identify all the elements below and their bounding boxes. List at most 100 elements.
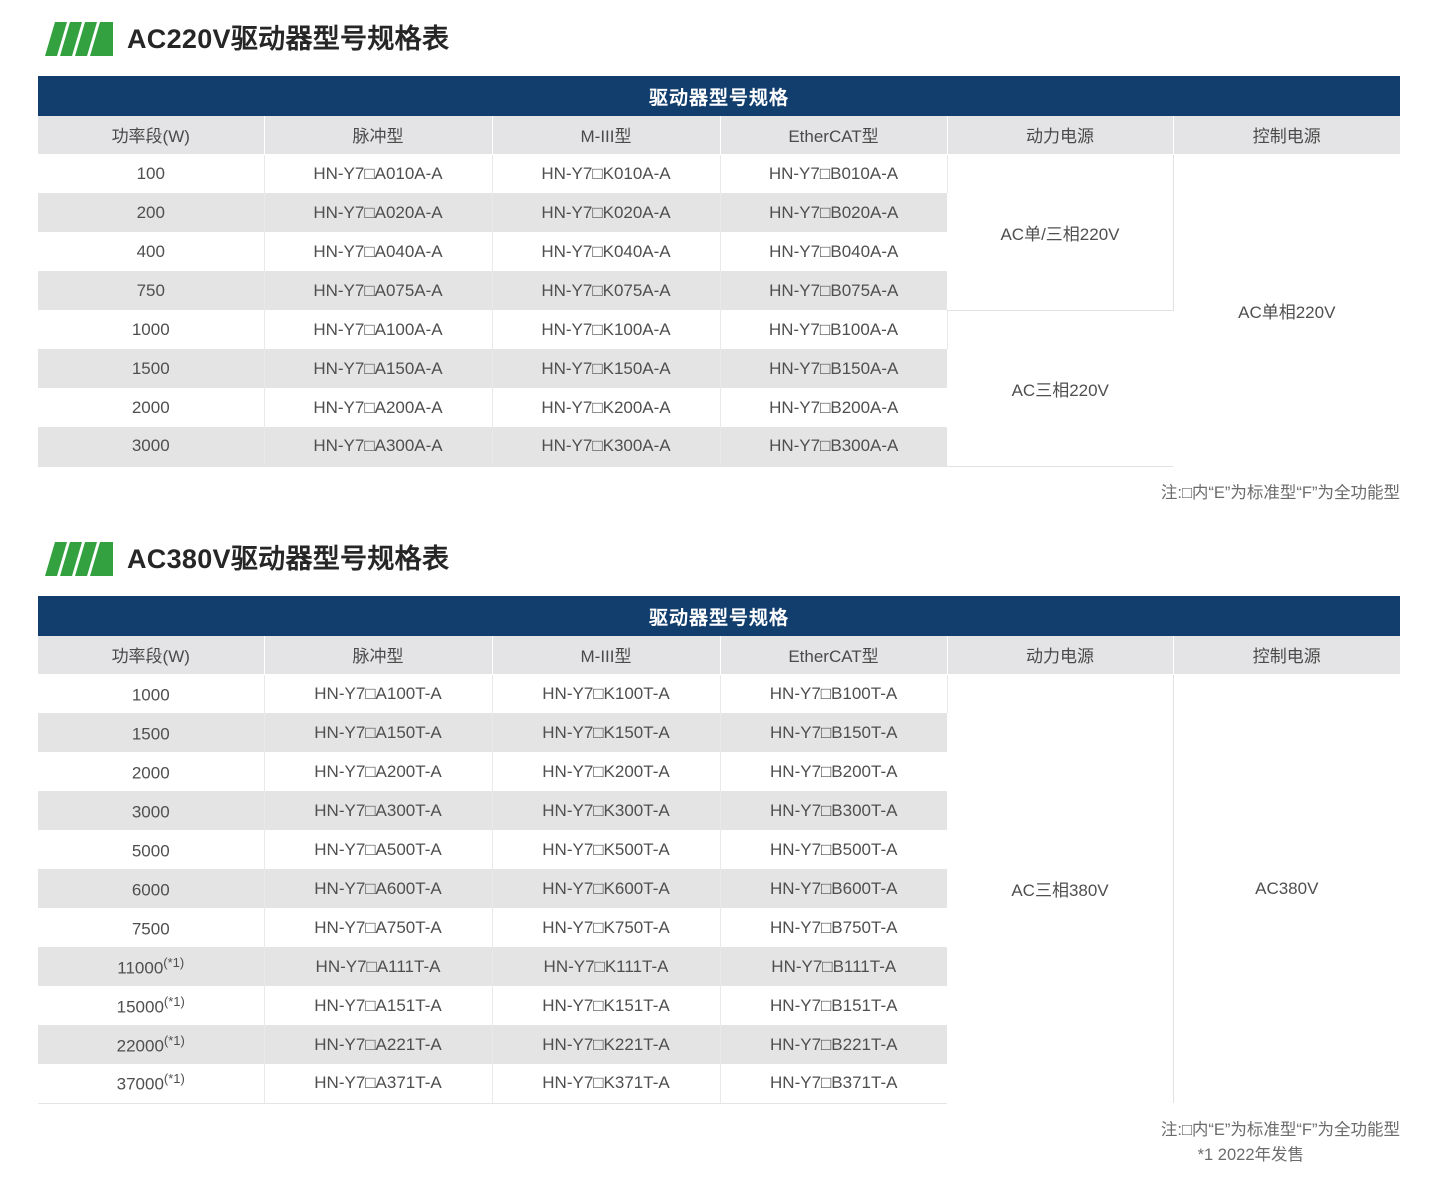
cell-pulse: HN-Y7□A150A-A bbox=[264, 349, 493, 388]
cell-power-value: 7500 bbox=[131, 919, 170, 939]
cell-power: 5000 bbox=[38, 830, 265, 870]
cell-ethercat: HN-Y7□B750T-A bbox=[720, 908, 947, 948]
cell-power-supply: AC三相380V bbox=[947, 674, 1174, 1104]
cell-miii: HN-Y7□K300T-A bbox=[492, 791, 721, 831]
table-row: 7500 HN-Y7□A750T-A HN-Y7□K750T-A HN-Y7□B… bbox=[38, 908, 1400, 948]
cell-miii: HN-Y7□K111T-A bbox=[492, 947, 721, 987]
cell-pulse: HN-Y7□A600T-A bbox=[264, 869, 493, 909]
cell-ethercat: HN-Y7□B020A-A bbox=[720, 193, 947, 232]
cell-pulse: HN-Y7□A500T-A bbox=[264, 830, 493, 870]
table-banner-row: 驱动器型号规格 bbox=[38, 76, 1401, 116]
section-title-ac380v: AC380V驱动器型号规格表 bbox=[45, 542, 1438, 577]
cell-miii: HN-Y7□K151T-A bbox=[492, 986, 721, 1026]
cell-pulse: HN-Y7□A151T-A bbox=[264, 986, 493, 1026]
column-header-pulse: 脉冲型 bbox=[264, 636, 493, 675]
cell-power: 1500 bbox=[38, 713, 265, 753]
table-body-ac380v: 1000 HN-Y7□A100T-A HN-Y7□K100T-A HN-Y7□B… bbox=[38, 674, 1401, 1104]
cell-power-value: 5000 bbox=[131, 841, 170, 861]
column-header-power-supply: 动力电源 bbox=[947, 636, 1174, 675]
cell-ethercat: HN-Y7□B111T-A bbox=[720, 947, 947, 987]
cell-miii: HN-Y7□K075A-A bbox=[492, 271, 721, 310]
cell-pulse: HN-Y7□A100T-A bbox=[264, 674, 493, 714]
table-row: 15000(*1) HN-Y7□A151T-A HN-Y7□K151T-A HN… bbox=[38, 986, 1400, 1026]
cell-pulse: HN-Y7□A010A-A bbox=[264, 154, 493, 193]
cell-miii: HN-Y7□K100A-A bbox=[492, 310, 721, 349]
table-row: 22000(*1) HN-Y7□A221T-A HN-Y7□K221T-A HN… bbox=[38, 1025, 1400, 1065]
cell-ethercat: HN-Y7□B221T-A bbox=[720, 1025, 947, 1065]
cell-power: 3000 bbox=[38, 791, 265, 831]
cell-miii: HN-Y7□K371T-A bbox=[492, 1064, 721, 1104]
cell-power-value: 1500 bbox=[131, 724, 170, 744]
cell-pulse: HN-Y7□A750T-A bbox=[264, 908, 493, 948]
cell-miii: HN-Y7□K040A-A bbox=[492, 232, 721, 271]
cell-ethercat: HN-Y7□B300T-A bbox=[720, 791, 947, 831]
note-line-1: 注:□内“E”为标准型“F”为全功能型 bbox=[1160, 483, 1400, 502]
table-body-ac220v: 100 HN-Y7□A010A-A HN-Y7□K010A-A HN-Y7□B0… bbox=[38, 154, 1401, 467]
table-header-row: 功率段(W) 脉冲型 M-III型 EtherCAT型 动力电源 控制电源 bbox=[38, 636, 1401, 675]
column-header-miii: M-III型 bbox=[492, 636, 721, 675]
cell-pulse: HN-Y7□A040A-A bbox=[264, 232, 493, 271]
table-note-ac220v: 注:□内“E”为标准型“F”为全功能型 bbox=[0, 481, 1400, 507]
table-header-row: 功率段(W) 脉冲型 M-III型 EtherCAT型 动力电源 控制电源 bbox=[38, 116, 1401, 155]
column-header-power: 功率段(W) bbox=[38, 116, 265, 155]
cell-ethercat: HN-Y7□B300A-A bbox=[720, 427, 947, 467]
cell-power: 1000 bbox=[38, 674, 265, 714]
cell-power: 11000(*1) bbox=[38, 947, 265, 987]
column-header-control-supply: 控制电源 bbox=[1173, 636, 1401, 675]
table-row: 2000 HN-Y7□A200T-A HN-Y7□K200T-A HN-Y7□B… bbox=[38, 752, 1400, 792]
cell-ethercat: HN-Y7□B371T-A bbox=[720, 1064, 947, 1104]
cell-power: 750 bbox=[38, 271, 265, 310]
cell-miii: HN-Y7□K020A-A bbox=[492, 193, 721, 232]
note-line-1: 注:□内“E”为标准型“F”为全功能型 bbox=[1160, 1120, 1400, 1139]
table-row: 2000 HN-Y7□A200A-A HN-Y7□K200A-A HN-Y7□B… bbox=[38, 388, 1400, 427]
cell-power: 22000(*1) bbox=[38, 1025, 265, 1065]
cell-ethercat: HN-Y7□B150A-A bbox=[720, 349, 947, 388]
spec-table-container-ac220v: 驱动器型号规格 功率段(W) 脉冲型 M-III型 EtherCAT型 动力电源… bbox=[38, 76, 1401, 467]
cell-power-value: 6000 bbox=[131, 880, 170, 900]
cell-pulse: HN-Y7□A200T-A bbox=[264, 752, 493, 792]
cell-ethercat: HN-Y7□B151T-A bbox=[720, 986, 947, 1026]
cell-ethercat: HN-Y7□B200T-A bbox=[720, 752, 947, 792]
cell-miii: HN-Y7□K150A-A bbox=[492, 349, 721, 388]
column-header-control-supply: 控制电源 bbox=[1173, 116, 1401, 155]
cell-power: 15000(*1) bbox=[38, 986, 265, 1026]
green-slashes-icon bbox=[45, 542, 113, 577]
table-row: 750 HN-Y7□A075A-A HN-Y7□K075A-A HN-Y7□B0… bbox=[38, 271, 1400, 310]
cell-ethercat: HN-Y7□B600T-A bbox=[720, 869, 947, 909]
cell-power-value: 1000 bbox=[131, 685, 170, 705]
table-note-ac380v: 注:□内“E”为标准型“F”为全功能型 *1 2022年发售 bbox=[0, 1118, 1400, 1169]
cell-power-value: 3000 bbox=[131, 802, 170, 822]
table-row: 11000(*1) HN-Y7□A111T-A HN-Y7□K111T-A HN… bbox=[38, 947, 1400, 987]
cell-power: 1000 bbox=[38, 310, 265, 349]
column-header-ethercat: EtherCAT型 bbox=[720, 636, 948, 675]
cell-power-footnote: (*1) bbox=[163, 954, 185, 970]
cell-power: 200 bbox=[38, 193, 265, 232]
cell-ethercat: HN-Y7□B040A-A bbox=[720, 232, 947, 271]
cell-power-value: 11000 bbox=[117, 958, 164, 978]
cell-ethercat: HN-Y7□B100A-A bbox=[720, 310, 948, 349]
cell-power: 100 bbox=[38, 154, 265, 193]
cell-power: 6000 bbox=[38, 869, 265, 909]
cell-pulse: HN-Y7□A100A-A bbox=[264, 310, 493, 349]
cell-power-footnote: (*1) bbox=[163, 993, 185, 1009]
cell-control-supply: AC单相220V bbox=[1173, 154, 1401, 466]
cell-pulse: HN-Y7□A371T-A bbox=[264, 1064, 493, 1104]
cell-power: 37000(*1) bbox=[38, 1064, 265, 1104]
table-row: 3000 HN-Y7□A300T-A HN-Y7□K300T-A HN-Y7□B… bbox=[38, 791, 1400, 831]
cell-pulse: HN-Y7□A020A-A bbox=[264, 193, 493, 232]
cell-pulse: HN-Y7□A221T-A bbox=[264, 1025, 493, 1065]
cell-pulse: HN-Y7□A200A-A bbox=[264, 388, 493, 427]
cell-miii: HN-Y7□K300A-A bbox=[492, 427, 721, 467]
cell-miii: HN-Y7□K750T-A bbox=[492, 908, 721, 948]
cell-power: 7500 bbox=[38, 908, 265, 948]
column-header-pulse: 脉冲型 bbox=[264, 116, 493, 155]
table-row: 3000 HN-Y7□A300A-A HN-Y7□K300A-A HN-Y7□B… bbox=[38, 427, 1400, 467]
cell-ethercat: HN-Y7□B500T-A bbox=[720, 830, 947, 870]
table-banner-title: 驱动器型号规格 bbox=[38, 596, 1401, 637]
cell-miii: HN-Y7□K200A-A bbox=[492, 388, 721, 427]
page-title-secondary: AC380V驱动器型号规格表 bbox=[127, 543, 450, 574]
cell-power: 2000 bbox=[38, 388, 265, 427]
cell-control-supply: AC380V bbox=[1173, 674, 1401, 1104]
cell-power-supply: AC单/三相220V bbox=[947, 154, 1174, 311]
